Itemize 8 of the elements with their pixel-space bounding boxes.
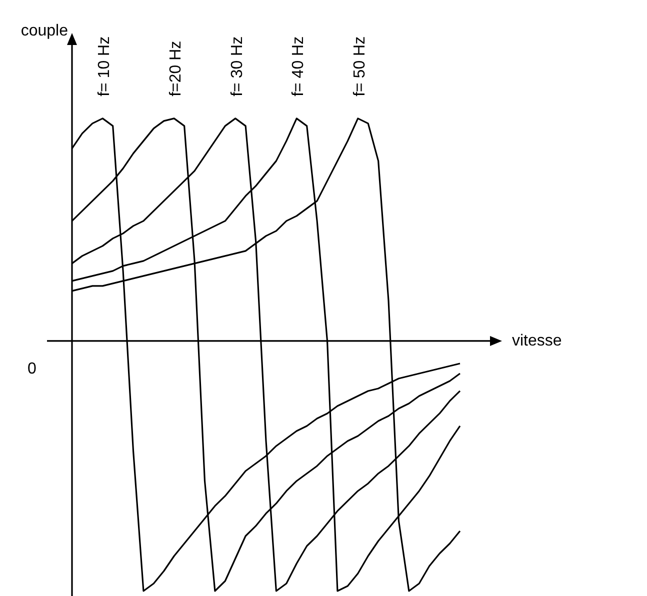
text: 0 bbox=[28, 360, 37, 378]
text: f= 50 Hz bbox=[351, 36, 368, 96]
x-axis-title: vitesse bbox=[512, 332, 562, 350]
y-axis-title: couple bbox=[20, 22, 68, 40]
text: f= 30 Hz bbox=[228, 36, 246, 96]
text: f= 10 Hz bbox=[96, 36, 114, 96]
text: f=20 Hz bbox=[168, 40, 185, 96]
text: f= 40 Hz bbox=[290, 36, 308, 96]
